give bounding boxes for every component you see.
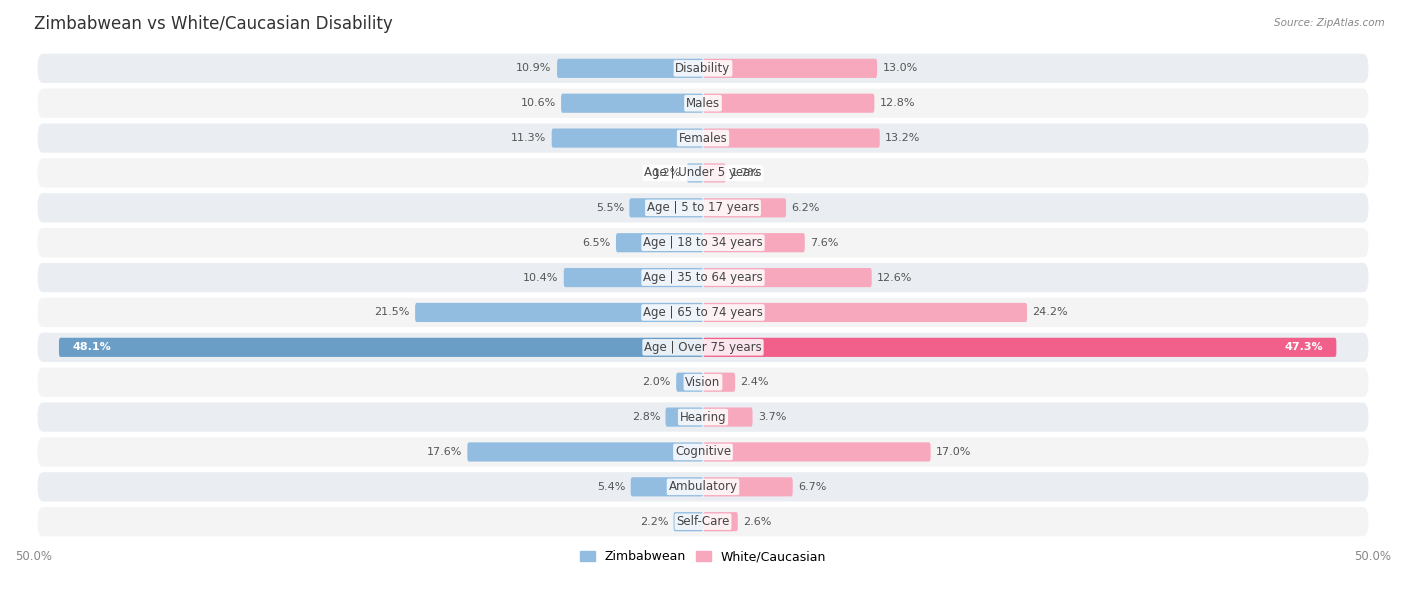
FancyBboxPatch shape <box>703 408 752 427</box>
FancyBboxPatch shape <box>38 333 1368 362</box>
Text: 2.8%: 2.8% <box>631 412 661 422</box>
Text: 47.3%: 47.3% <box>1284 342 1323 353</box>
Text: Disability: Disability <box>675 62 731 75</box>
FancyBboxPatch shape <box>673 512 703 531</box>
FancyBboxPatch shape <box>38 368 1368 397</box>
Text: 3.7%: 3.7% <box>758 412 786 422</box>
FancyBboxPatch shape <box>467 442 703 461</box>
FancyBboxPatch shape <box>703 129 880 147</box>
Text: Females: Females <box>679 132 727 144</box>
Text: Age | 65 to 74 years: Age | 65 to 74 years <box>643 306 763 319</box>
FancyBboxPatch shape <box>703 338 1336 357</box>
FancyBboxPatch shape <box>703 163 725 182</box>
FancyBboxPatch shape <box>38 54 1368 83</box>
Text: 10.9%: 10.9% <box>516 63 551 73</box>
Text: 1.7%: 1.7% <box>731 168 759 178</box>
Text: 6.5%: 6.5% <box>582 237 610 248</box>
Text: 10.4%: 10.4% <box>523 272 558 283</box>
Text: Age | Under 5 years: Age | Under 5 years <box>644 166 762 179</box>
Text: 2.0%: 2.0% <box>643 377 671 387</box>
FancyBboxPatch shape <box>557 59 703 78</box>
Text: 6.2%: 6.2% <box>792 203 820 213</box>
Text: 10.6%: 10.6% <box>520 98 555 108</box>
Text: 2.6%: 2.6% <box>744 517 772 527</box>
Text: 13.2%: 13.2% <box>886 133 921 143</box>
Text: 17.6%: 17.6% <box>426 447 463 457</box>
FancyBboxPatch shape <box>703 303 1026 322</box>
Text: 21.5%: 21.5% <box>374 307 409 318</box>
Text: Age | 18 to 34 years: Age | 18 to 34 years <box>643 236 763 249</box>
Text: Zimbabwean vs White/Caucasian Disability: Zimbabwean vs White/Caucasian Disability <box>34 15 392 33</box>
FancyBboxPatch shape <box>630 198 703 217</box>
Text: Self-Care: Self-Care <box>676 515 730 528</box>
Text: 2.2%: 2.2% <box>640 517 668 527</box>
FancyBboxPatch shape <box>703 373 735 392</box>
Text: 24.2%: 24.2% <box>1032 307 1069 318</box>
FancyBboxPatch shape <box>703 198 786 217</box>
FancyBboxPatch shape <box>38 159 1368 188</box>
FancyBboxPatch shape <box>38 263 1368 293</box>
FancyBboxPatch shape <box>38 403 1368 431</box>
Text: 6.7%: 6.7% <box>799 482 827 492</box>
FancyBboxPatch shape <box>616 233 703 252</box>
FancyBboxPatch shape <box>59 338 703 357</box>
Legend: Zimbabwean, White/Caucasian: Zimbabwean, White/Caucasian <box>575 545 831 568</box>
Text: Vision: Vision <box>685 376 721 389</box>
Text: Males: Males <box>686 97 720 110</box>
FancyBboxPatch shape <box>551 129 703 147</box>
FancyBboxPatch shape <box>676 373 703 392</box>
Text: 13.0%: 13.0% <box>883 63 918 73</box>
Text: 1.2%: 1.2% <box>654 168 682 178</box>
Text: Source: ZipAtlas.com: Source: ZipAtlas.com <box>1274 18 1385 28</box>
FancyBboxPatch shape <box>38 228 1368 258</box>
FancyBboxPatch shape <box>703 268 872 287</box>
Text: 7.6%: 7.6% <box>810 237 838 248</box>
FancyBboxPatch shape <box>38 507 1368 536</box>
FancyBboxPatch shape <box>38 89 1368 118</box>
Text: Age | 5 to 17 years: Age | 5 to 17 years <box>647 201 759 214</box>
Text: 12.8%: 12.8% <box>880 98 915 108</box>
FancyBboxPatch shape <box>38 298 1368 327</box>
FancyBboxPatch shape <box>415 303 703 322</box>
FancyBboxPatch shape <box>703 94 875 113</box>
Text: 5.5%: 5.5% <box>596 203 624 213</box>
Text: 12.6%: 12.6% <box>877 272 912 283</box>
Text: Age | Over 75 years: Age | Over 75 years <box>644 341 762 354</box>
Text: 48.1%: 48.1% <box>72 342 111 353</box>
FancyBboxPatch shape <box>703 477 793 496</box>
Text: 2.4%: 2.4% <box>741 377 769 387</box>
FancyBboxPatch shape <box>564 268 703 287</box>
FancyBboxPatch shape <box>665 408 703 427</box>
FancyBboxPatch shape <box>703 233 804 252</box>
FancyBboxPatch shape <box>703 512 738 531</box>
FancyBboxPatch shape <box>38 472 1368 501</box>
Text: Ambulatory: Ambulatory <box>668 480 738 493</box>
FancyBboxPatch shape <box>631 477 703 496</box>
FancyBboxPatch shape <box>688 163 703 182</box>
Text: 17.0%: 17.0% <box>936 447 972 457</box>
Text: 5.4%: 5.4% <box>598 482 626 492</box>
FancyBboxPatch shape <box>703 442 931 461</box>
FancyBboxPatch shape <box>38 438 1368 466</box>
FancyBboxPatch shape <box>703 59 877 78</box>
Text: Hearing: Hearing <box>679 411 727 424</box>
FancyBboxPatch shape <box>561 94 703 113</box>
Text: Cognitive: Cognitive <box>675 446 731 458</box>
FancyBboxPatch shape <box>38 124 1368 153</box>
Text: Age | 35 to 64 years: Age | 35 to 64 years <box>643 271 763 284</box>
Text: 11.3%: 11.3% <box>512 133 547 143</box>
FancyBboxPatch shape <box>38 193 1368 223</box>
